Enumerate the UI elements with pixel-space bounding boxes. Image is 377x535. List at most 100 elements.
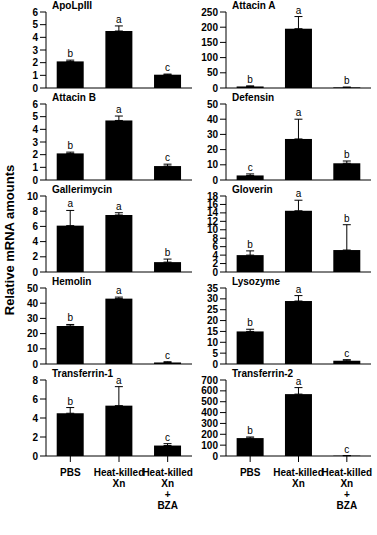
svg-text:a: a xyxy=(116,285,122,296)
svg-text:10: 10 xyxy=(206,224,218,236)
svg-text:3: 3 xyxy=(32,137,38,148)
svg-text:40: 40 xyxy=(27,298,39,309)
svg-text:12: 12 xyxy=(206,215,218,227)
svg-text:30: 30 xyxy=(207,293,219,304)
svg-text:b: b xyxy=(67,312,73,323)
svg-text:15: 15 xyxy=(207,326,219,337)
svg-text:20: 20 xyxy=(207,144,219,155)
svg-text:8: 8 xyxy=(32,375,38,386)
svg-text:1: 1 xyxy=(32,162,38,173)
svg-text:0: 0 xyxy=(212,451,218,462)
svg-text:c: c xyxy=(165,432,170,443)
svg-text:40: 40 xyxy=(207,114,219,125)
svg-text:500: 500 xyxy=(201,396,218,407)
svg-text:b: b xyxy=(67,140,73,151)
svg-text:50: 50 xyxy=(207,99,219,110)
svg-text:400: 400 xyxy=(201,407,218,418)
svg-text:4: 4 xyxy=(32,32,38,43)
svg-text:1: 1 xyxy=(32,70,38,81)
svg-text:18: 18 xyxy=(207,191,219,202)
svg-text:0: 0 xyxy=(32,451,38,462)
svg-text:c: c xyxy=(344,444,349,455)
svg-text:4: 4 xyxy=(32,124,38,135)
svg-text:0: 0 xyxy=(212,175,218,184)
svg-text:20: 20 xyxy=(27,328,39,339)
svg-text:b: b xyxy=(247,317,253,328)
svg-text:a: a xyxy=(296,284,302,295)
svg-text:b: b xyxy=(165,247,171,258)
svg-text:30: 30 xyxy=(27,313,39,324)
svg-text:b: b xyxy=(67,48,73,59)
svg-text:200: 200 xyxy=(201,429,218,440)
svg-text:3: 3 xyxy=(32,45,38,56)
svg-text:PBS: PBS xyxy=(240,467,261,478)
html-text:Relative mRNA amounts: Relative mRNA amounts xyxy=(1,164,17,316)
svg-text:50: 50 xyxy=(207,67,219,78)
svg-text:5: 5 xyxy=(212,348,218,359)
svg-text:0: 0 xyxy=(32,83,38,92)
svg-text:5: 5 xyxy=(32,19,38,30)
svg-text:300: 300 xyxy=(201,418,218,429)
svg-text:0: 0 xyxy=(212,359,218,368)
svg-text:10: 10 xyxy=(27,343,39,354)
svg-text:b: b xyxy=(247,425,253,436)
svg-text:200: 200 xyxy=(201,22,218,33)
svg-text:2: 2 xyxy=(32,57,38,68)
svg-text:a: a xyxy=(116,104,122,115)
svg-text:b: b xyxy=(247,74,253,85)
svg-text:100: 100 xyxy=(201,440,218,451)
svg-text:2: 2 xyxy=(32,149,38,160)
svg-text:150: 150 xyxy=(201,37,218,48)
svg-text:b: b xyxy=(344,213,350,224)
svg-text:6: 6 xyxy=(32,99,38,110)
svg-text:a: a xyxy=(116,375,122,386)
svg-text:b: b xyxy=(344,75,350,86)
svg-text:250: 250 xyxy=(201,7,218,18)
svg-text:30: 30 xyxy=(207,129,219,140)
svg-text:10: 10 xyxy=(207,337,219,348)
svg-text:Heat-killedXn: Heat-killedXn xyxy=(94,467,145,489)
svg-text:Heat-killedXn: Heat-killedXn xyxy=(273,467,324,489)
svg-text:b: b xyxy=(344,149,350,160)
svg-text:6: 6 xyxy=(32,7,38,18)
svg-text:b: b xyxy=(67,396,73,407)
svg-text:a: a xyxy=(296,107,302,118)
svg-text:600: 600 xyxy=(201,385,218,396)
svg-text:20: 20 xyxy=(207,315,219,326)
svg-text:14: 14 xyxy=(206,207,218,219)
svg-text:4: 4 xyxy=(32,236,38,247)
svg-text:a: a xyxy=(67,198,73,209)
svg-text:Heat-killedXn+BZA: Heat-killedXn+BZA xyxy=(322,467,369,511)
svg-text:0: 0 xyxy=(212,83,218,92)
svg-text:2: 2 xyxy=(32,251,38,262)
svg-text:700: 700 xyxy=(201,375,218,386)
svg-text:c: c xyxy=(165,152,170,163)
svg-text:4: 4 xyxy=(32,413,38,424)
svg-text:8: 8 xyxy=(32,206,38,217)
svg-text:c: c xyxy=(165,62,170,73)
svg-text:a: a xyxy=(116,14,122,25)
svg-text:50: 50 xyxy=(27,283,39,294)
svg-text:25: 25 xyxy=(207,304,219,315)
svg-text:a: a xyxy=(116,201,122,212)
svg-text:6: 6 xyxy=(32,394,38,405)
svg-text:a: a xyxy=(296,188,302,199)
svg-text:0: 0 xyxy=(32,175,38,184)
svg-text:35: 35 xyxy=(207,283,219,294)
svg-text:c: c xyxy=(344,348,349,359)
svg-text:c: c xyxy=(165,350,170,361)
svg-text:10: 10 xyxy=(207,159,219,170)
svg-text:b: b xyxy=(247,239,253,250)
svg-text:6: 6 xyxy=(32,221,38,232)
svg-text:c: c xyxy=(248,162,253,173)
svg-text:10: 10 xyxy=(27,191,39,202)
svg-text:100: 100 xyxy=(201,52,218,63)
svg-text:PBS: PBS xyxy=(60,467,81,478)
svg-text:a: a xyxy=(296,5,302,16)
svg-text:Heat-killedXn+BZA: Heat-killedXn+BZA xyxy=(142,467,193,511)
svg-text:0: 0 xyxy=(32,359,38,368)
svg-text:0: 0 xyxy=(32,267,38,276)
svg-text:2: 2 xyxy=(32,432,38,443)
svg-text:a: a xyxy=(296,376,302,387)
svg-text:5: 5 xyxy=(32,111,38,122)
